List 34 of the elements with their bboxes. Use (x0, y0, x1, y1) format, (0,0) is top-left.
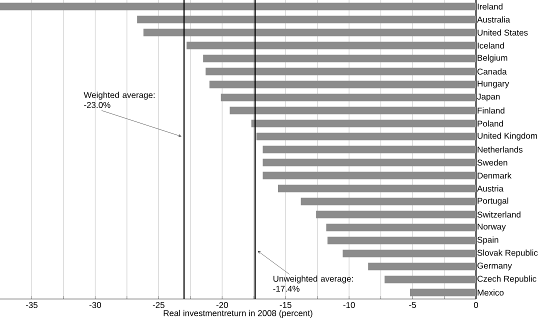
x-tick-label: 0 (474, 302, 478, 308)
y-tick-label: Switzerland (477, 211, 520, 218)
x-tick-label: -10 (343, 302, 355, 308)
y-tick-label: Iceland (478, 42, 504, 49)
x-tick-label: -25 (152, 302, 164, 308)
y-tick-label: Denmark (478, 172, 512, 179)
y-tick-label: Norway (478, 224, 506, 232)
ref-line-label: Weighted average: -23.0% (84, 92, 155, 108)
x-tick-label: -5 (409, 302, 416, 308)
y-tick-label: Portugal (478, 198, 508, 206)
x-tick-label: -15 (280, 302, 292, 308)
x-tick-label: -30 (89, 302, 102, 308)
y-tick-label: Canada (477, 68, 507, 75)
y-tick-label: Czech Republic (477, 276, 536, 284)
ref-line-label: Unweighted average: -17.4% (273, 276, 353, 292)
y-tick-label: Australia (477, 16, 510, 23)
x-axis-title: Real investmentreturn in 2008 (percent) (164, 310, 312, 318)
y-tick-label: United States (478, 29, 528, 36)
y-tick-label: Spain (477, 236, 498, 244)
x-tick-label: -35 (26, 302, 38, 308)
y-tick-label: Ireland (478, 3, 502, 10)
y-tick-label: United Kingdom (478, 132, 537, 140)
y-tick-label: Finland (478, 107, 504, 114)
y-tick-label: Hungary (478, 80, 510, 88)
y-tick-label: Netherlands (478, 146, 523, 153)
y-tick-label: Japan (477, 94, 500, 102)
y-tick-label: Slovak Republic (477, 250, 538, 258)
y-tick-label: Sweden (477, 159, 508, 166)
x-tick-label: -20 (216, 302, 228, 308)
y-tick-label: Germany (477, 262, 512, 270)
y-tick-label: Mexico (478, 289, 504, 296)
y-tick-label: Poland (478, 120, 503, 127)
y-tick-label: Austria (477, 185, 504, 192)
y-tick-label: Belgium (478, 54, 508, 62)
